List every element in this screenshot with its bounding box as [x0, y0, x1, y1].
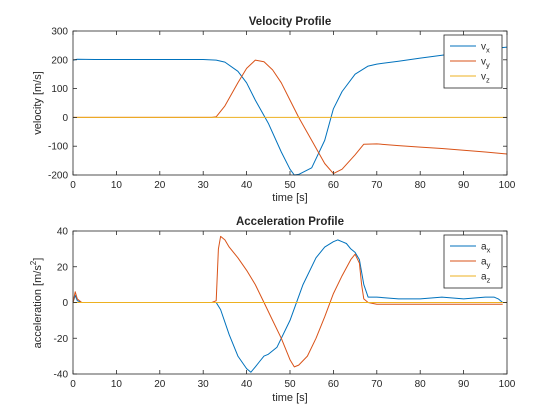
acceleration-legend-label-ax: ax	[481, 242, 491, 255]
acceleration-series-group	[72, 235, 507, 373]
velocity-series-vy-line	[73, 59, 508, 175]
acceleration-x-tick-label: 0	[70, 379, 76, 390]
acceleration-x-tick-label: 50	[284, 379, 296, 390]
acceleration-legend-label-ay: ay	[481, 257, 491, 270]
velocity-x-tick-label: 10	[111, 180, 123, 191]
velocity-x-tick-label: 70	[371, 180, 383, 191]
acceleration-x-tick-label: 100	[499, 379, 516, 390]
velocity-x-label: time [s]	[272, 192, 307, 204]
acceleration-y-tick-label: 40	[57, 227, 69, 238]
velocity-x-tick-label: 50	[284, 180, 296, 191]
velocity-y-tick-label: -200	[48, 171, 68, 182]
velocity-y-tick-label: 100	[51, 84, 68, 95]
acceleration-x-tick-label: 10	[111, 379, 123, 390]
acceleration-x-tick-label: 40	[241, 379, 253, 390]
velocity-title: Velocity Profile	[249, 16, 331, 28]
velocity-x-tick-label: 80	[415, 180, 427, 191]
velocity-plot-area	[73, 31, 507, 175]
velocity-chart: Velocity Profile time [s] velocity [m/s]…	[32, 16, 516, 204]
velocity-y-tick-label: 0	[62, 113, 68, 124]
acceleration-x-tick-label: 70	[371, 379, 383, 390]
velocity-legend: vx vy vz	[443, 34, 503, 89]
velocity-axes-box	[72, 30, 508, 176]
velocity-x-tick-label: 100	[499, 180, 516, 191]
velocity-tick-group: 0 10 20 30 40 50 60 70 80 90 100 -200 -100 0 100 200 300	[48, 27, 516, 192]
velocity-x-tick-label: 90	[458, 180, 470, 191]
velocity-legend-label-vx: vx	[481, 42, 490, 55]
acceleration-chart: Acceleration Profile time [s] accelerati…	[29, 216, 516, 404]
velocity-y-tick-label: -100	[48, 142, 68, 153]
acceleration-title: Acceleration Profile	[236, 216, 344, 228]
acceleration-y-tick-label: 0	[62, 298, 68, 309]
velocity-y-tick-label: 300	[51, 27, 68, 38]
acceleration-y-tick-label: -20	[54, 334, 69, 345]
acceleration-x-tick-label: 20	[154, 379, 166, 390]
velocity-x-tick-label: 40	[241, 180, 253, 191]
acceleration-x-tick-label: 60	[328, 379, 340, 390]
velocity-legend-label-vz: vz	[481, 72, 490, 85]
acceleration-y-label-superscript: 2	[29, 260, 38, 265]
acceleration-legend: ax ay az	[443, 234, 503, 289]
acceleration-tick-group: 0 10 20 30 40 50 60 70 80 90 100 -40 -20 0 20 40	[54, 227, 516, 391]
acceleration-y-label-suffix: ]	[32, 258, 44, 261]
acceleration-y-tick-label: 20	[57, 262, 69, 273]
velocity-x-tick-label: 60	[328, 180, 340, 191]
acceleration-x-tick-label: 80	[415, 379, 427, 390]
acceleration-axes-box	[72, 230, 508, 375]
acceleration-x-label: time [s]	[272, 392, 307, 404]
acceleration-series-ay-line	[72, 235, 503, 368]
acceleration-y-label-main: acceleration [m/s	[32, 265, 44, 349]
velocity-x-tick-label: 0	[70, 180, 76, 191]
acceleration-x-tick-label: 30	[198, 379, 210, 390]
acceleration-y-tick-label: -40	[54, 370, 69, 381]
velocity-y-tick-label: 200	[51, 55, 68, 66]
acceleration-legend-label-az: az	[481, 272, 491, 285]
velocity-legend-label-vy: vy	[481, 57, 490, 70]
acceleration-y-label: acceleration [m/s2]	[29, 258, 44, 349]
velocity-y-label: velocity [m/s]	[32, 71, 44, 135]
acceleration-x-tick-label: 90	[458, 379, 470, 390]
velocity-x-tick-label: 30	[198, 180, 210, 191]
velocity-x-tick-label: 20	[154, 180, 166, 191]
